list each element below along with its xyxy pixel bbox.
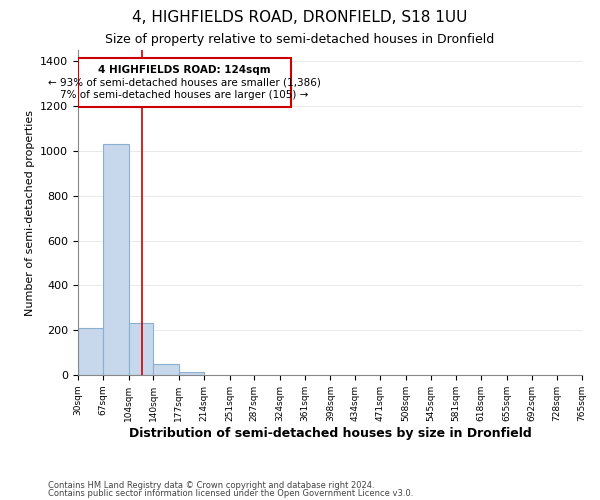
Y-axis label: Number of semi-detached properties: Number of semi-detached properties xyxy=(25,110,35,316)
Text: Contains public sector information licensed under the Open Government Licence v3: Contains public sector information licen… xyxy=(48,488,413,498)
Text: Contains HM Land Registry data © Crown copyright and database right 2024.: Contains HM Land Registry data © Crown c… xyxy=(48,481,374,490)
Bar xyxy=(129,324,154,375)
Bar xyxy=(78,328,103,375)
Bar xyxy=(154,364,179,375)
FancyBboxPatch shape xyxy=(78,58,290,107)
Text: 4 HIGHFIELDS ROAD: 124sqm: 4 HIGHFIELDS ROAD: 124sqm xyxy=(98,65,271,75)
Bar xyxy=(103,144,129,375)
Bar xyxy=(179,372,204,375)
X-axis label: Distribution of semi-detached houses by size in Dronfield: Distribution of semi-detached houses by … xyxy=(128,426,532,440)
Text: 4, HIGHFIELDS ROAD, DRONFIELD, S18 1UU: 4, HIGHFIELDS ROAD, DRONFIELD, S18 1UU xyxy=(133,10,467,25)
Text: ← 93% of semi-detached houses are smaller (1,386): ← 93% of semi-detached houses are smalle… xyxy=(48,78,321,88)
Text: Size of property relative to semi-detached houses in Dronfield: Size of property relative to semi-detach… xyxy=(106,32,494,46)
Text: 7% of semi-detached houses are larger (105) →: 7% of semi-detached houses are larger (1… xyxy=(60,90,308,100)
